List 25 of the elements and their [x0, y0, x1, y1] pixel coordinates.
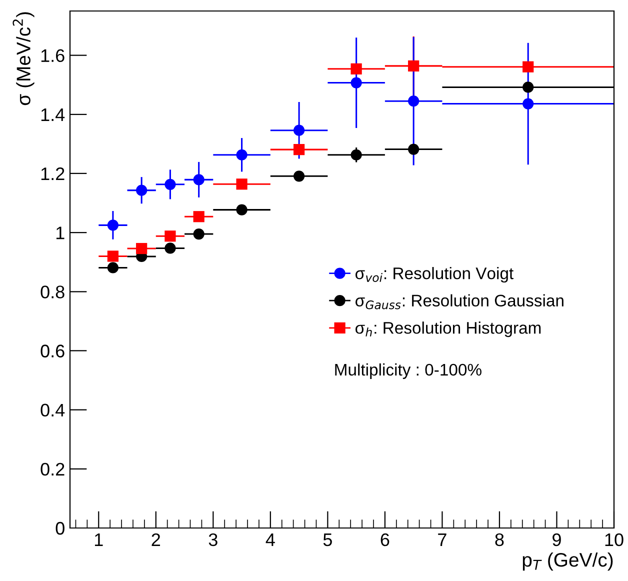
legend-label: σ$_{voi}$: Resolution Voigt	[356, 267, 514, 283]
x-tick-label: 10	[605, 533, 624, 546]
x-tick-label: 2	[152, 533, 160, 546]
y-axis-title: σ (MeV/c$^{2}$)	[12, 12, 34, 106]
x-tick-label: 8	[495, 533, 504, 546]
y-tick-label: 0.8	[40, 286, 64, 298]
legend-label: σ$_{h}$: Resolution Histogram	[356, 322, 541, 338]
y-tick-label: 0	[56, 522, 64, 535]
x-tick-label: 7	[438, 534, 446, 546]
x-tick-label: 1	[94, 534, 103, 546]
y-tick-label: 1.4	[41, 108, 65, 121]
y-tick-label: 0.6	[40, 344, 64, 358]
x-axis-title: p$_{T}$ (GeV/c)	[522, 552, 613, 571]
x-tick-label: 4	[266, 534, 275, 546]
y-tick-label: 1	[56, 226, 64, 240]
y-tick-label: 1.2	[41, 167, 64, 180]
y-tick-label: 1.6	[41, 49, 64, 62]
x-tick-label: 9	[552, 533, 561, 546]
x-tick-label: 6	[380, 533, 390, 546]
x-tick-label: 3	[208, 533, 218, 546]
annotation: Multiplicity : 0-100%	[335, 363, 482, 379]
legend-label: σ$_{Gauss}$: Resolution Gaussian	[356, 294, 564, 310]
x-tick-label: 5	[323, 534, 332, 546]
y-tick-label: 0.4	[40, 404, 65, 417]
y-tick-label: 0.2	[40, 462, 64, 476]
